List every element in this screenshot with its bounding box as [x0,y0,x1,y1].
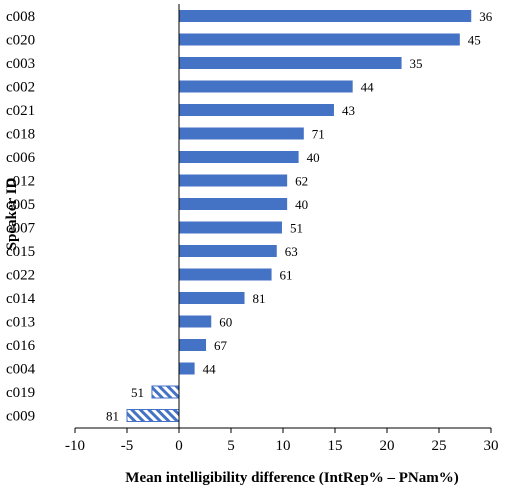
data-label-c013: 60 [219,315,232,330]
data-label-c002: 44 [361,80,375,95]
category-label-c009: c009 [6,409,35,425]
category-label-c015: c015 [6,244,35,260]
data-label-c004: 44 [203,362,217,377]
bar-c015 [179,245,277,257]
category-label-c012: c012 [6,174,35,190]
category-label-c005: c005 [6,197,35,213]
data-label-c007: 51 [290,221,303,236]
category-label-c004: c004 [6,362,36,378]
data-label-c014: 81 [253,291,266,306]
bar-c021 [179,104,334,116]
category-label-c021: c021 [6,103,35,119]
data-label-c022: 61 [280,268,293,283]
bars-group [126,10,472,422]
x-tick-label-5: 5 [227,438,235,454]
data-label-c016: 67 [214,338,228,353]
bar-c006 [179,151,299,163]
category-label-c013: c013 [6,315,35,331]
x-tick-label-15: 15 [328,438,343,454]
bar-c005 [179,198,288,210]
bar-c019 [151,385,180,399]
bar-c003 [179,57,402,69]
bar-c022 [179,268,272,281]
data-label-c012: 62 [295,174,308,189]
category-label-c008: c008 [6,9,35,25]
category-label-c002: c002 [6,80,35,96]
data-label-c021: 43 [342,103,355,118]
data-label-c005: 40 [295,197,308,212]
x-tick-label-20: 20 [380,438,395,454]
x-tick-label--5: -5 [121,438,134,454]
category-label-c022: c022 [6,268,35,284]
category-label-c016: c016 [6,338,36,354]
x-tick-label-10: 10 [276,438,291,454]
category-label-c018: c018 [6,127,35,143]
bar-c009 [126,409,180,422]
category-label-c019: c019 [6,385,35,401]
data-label-c020: 45 [468,33,481,48]
bar-c020 [179,33,460,46]
x-tick-label--10: -10 [65,438,85,454]
data-label-c006: 40 [307,150,320,165]
data-label-c008: 36 [479,9,493,24]
bar-c018 [179,127,304,140]
bar-c016 [179,339,207,351]
bar-c012 [179,174,288,187]
bar-c008 [179,10,472,22]
data-label-c015: 63 [285,244,298,259]
category-labels: c008 c020 c003 c002 c021 c018 c006 c012 c005 c007… [6,9,36,425]
x-axis-title: Mean intelligibility difference (IntRep%… [125,470,458,486]
x-axis: -10 -5 0 5 10 15 20 25 30 [65,4,499,454]
bar-c007 [179,221,282,234]
y-axis-title: Speaker ID [4,178,20,251]
category-label-c007: c007 [6,221,36,237]
data-label-c019: 51 [131,385,144,400]
category-label-c006: c006 [6,150,36,166]
category-label-c003: c003 [6,56,35,72]
bar-c002 [179,80,353,93]
data-labels: 36 45 35 44 43 71 40 62 40 51 63 61 81 60 67 44 51 81 [106,9,493,424]
data-label-c018: 71 [312,127,325,142]
x-tick-label-0: 0 [175,438,183,454]
bar-c004 [179,362,195,375]
bar-c013 [179,315,212,328]
x-tick-label-30: 30 [484,438,499,454]
category-label-c014: c014 [6,291,36,307]
data-label-c009: 81 [106,409,119,424]
x-tick-label-25: 25 [432,438,447,454]
bar-c014 [179,292,245,304]
category-label-c020: c020 [6,33,35,49]
data-label-c003: 35 [410,56,423,71]
